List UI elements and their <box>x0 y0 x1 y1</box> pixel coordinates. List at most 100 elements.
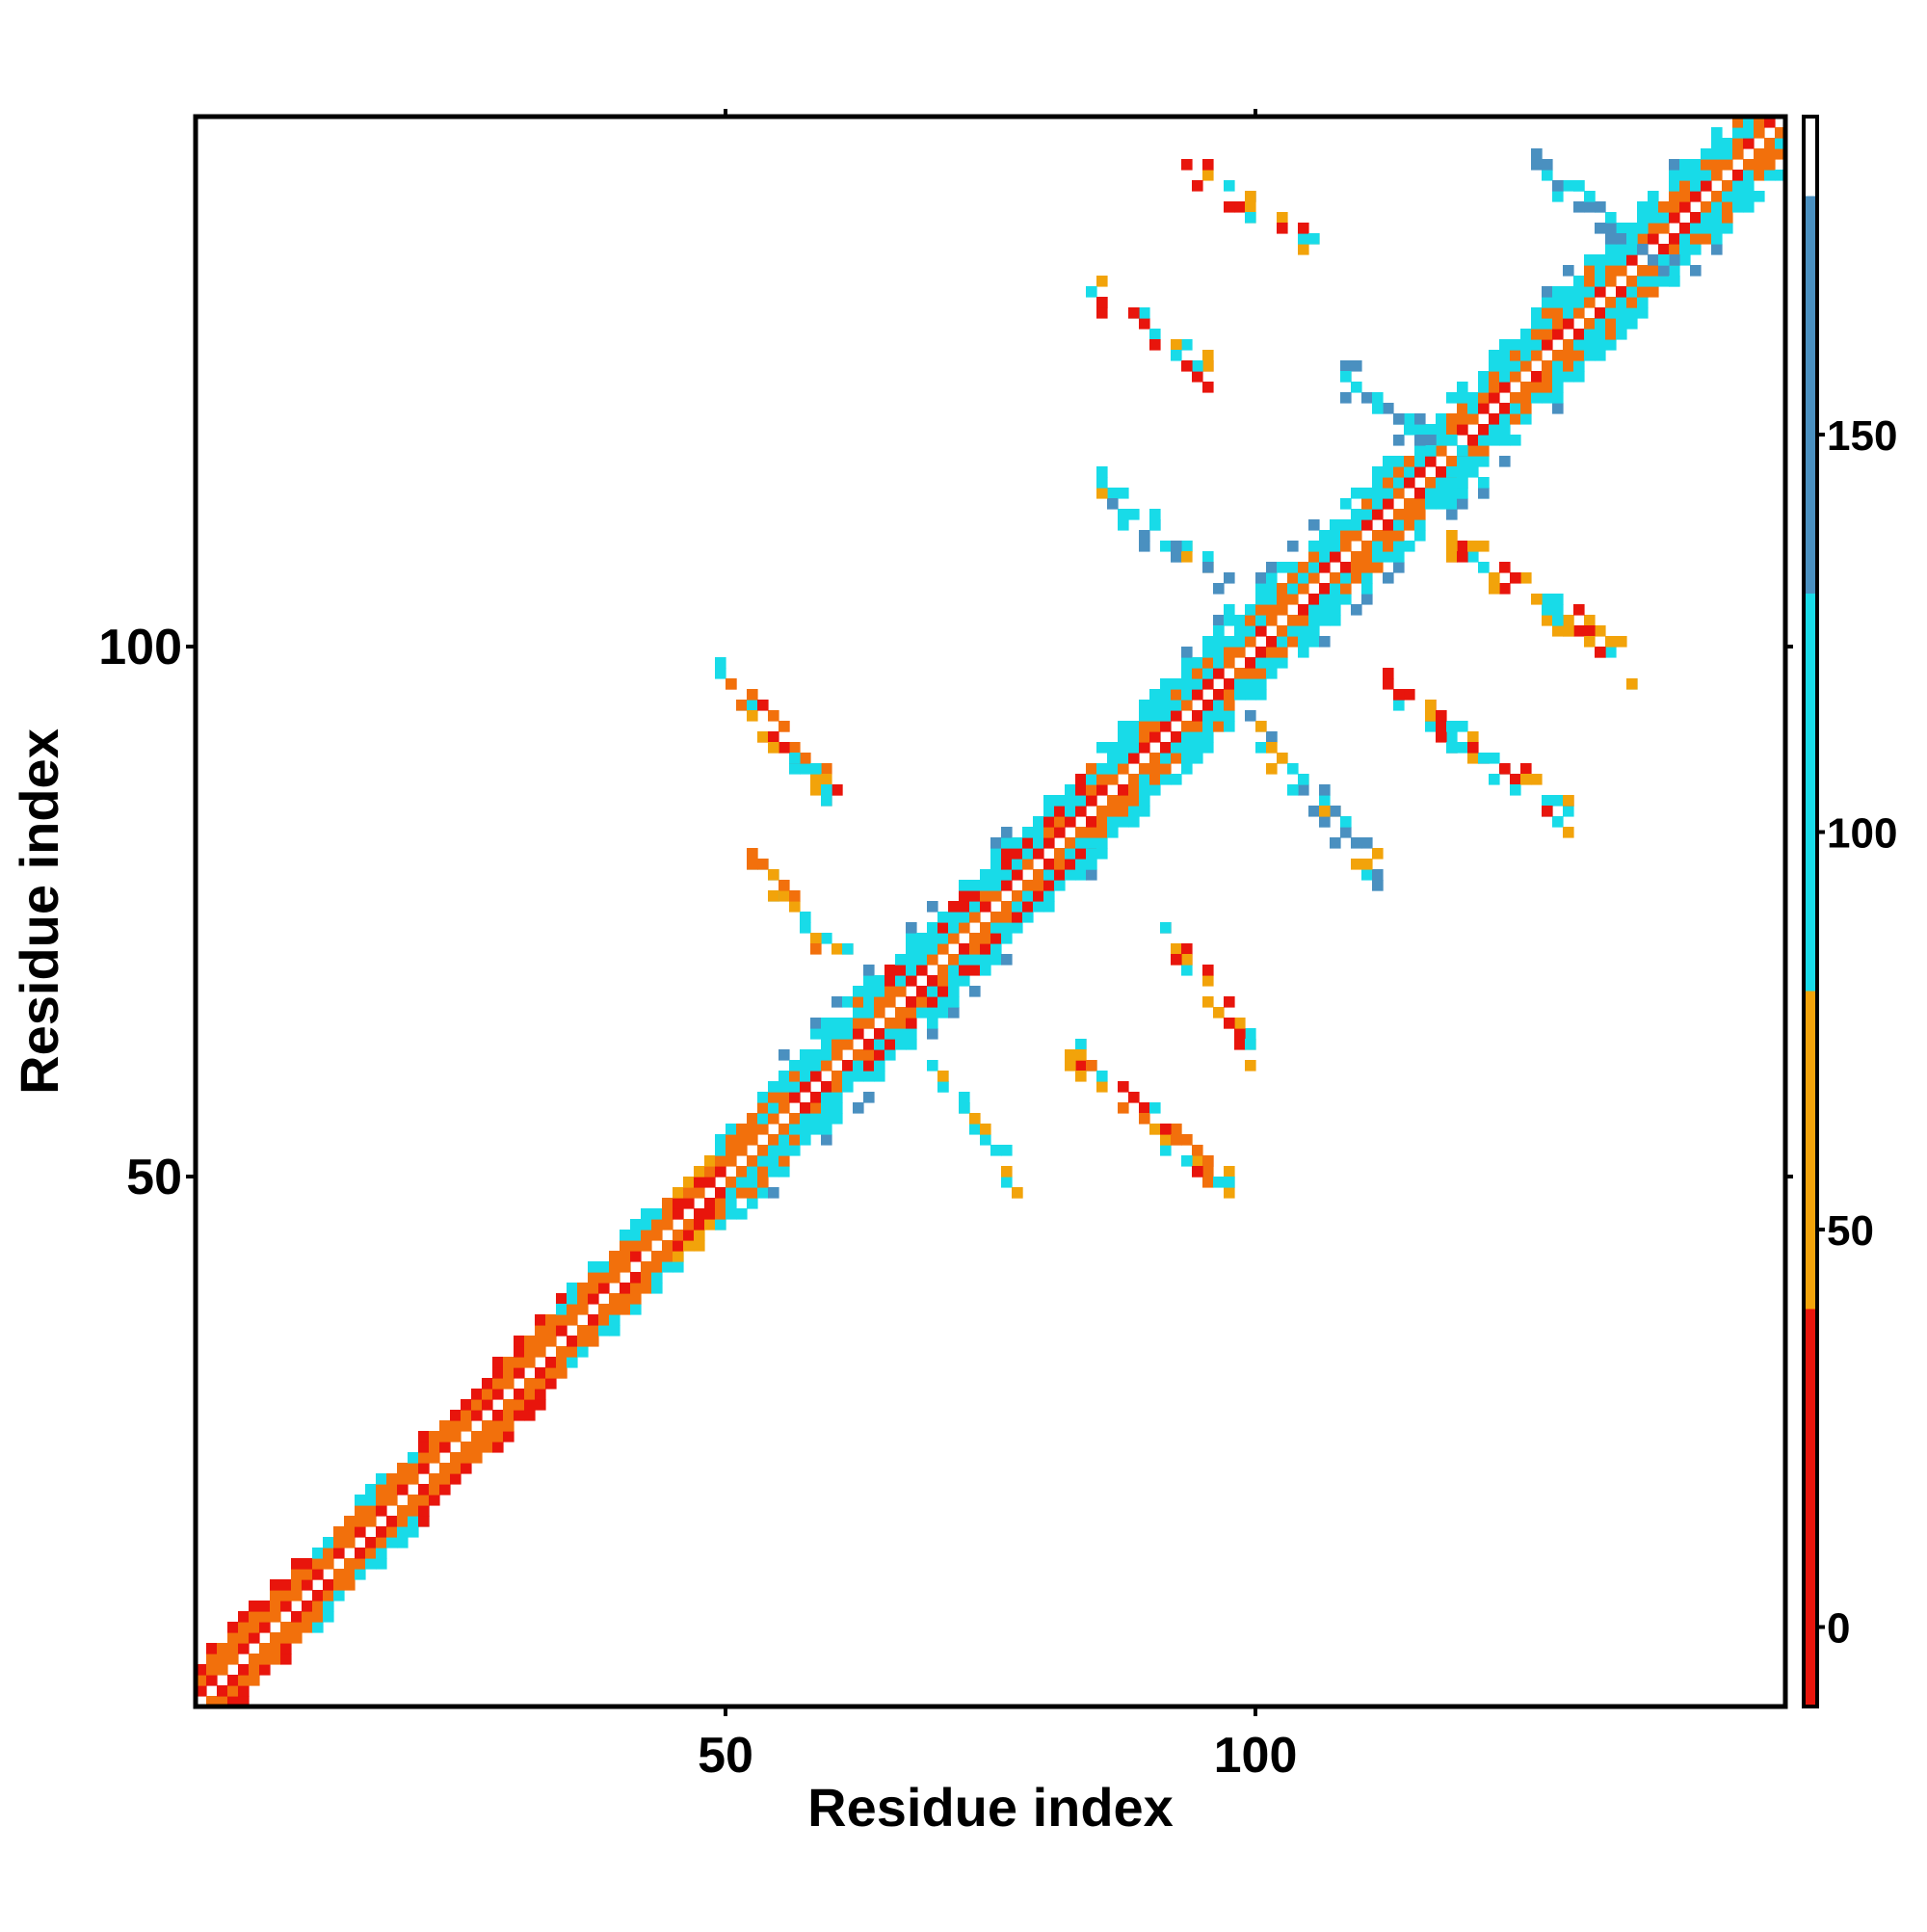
heatmap-cell <box>1012 837 1023 849</box>
heatmap-cell <box>1086 827 1097 838</box>
heatmap-cell <box>1149 329 1161 340</box>
heatmap-cell <box>1054 816 1066 828</box>
heatmap-cell <box>1648 201 1659 213</box>
heatmap-cell <box>768 1187 779 1199</box>
heatmap-cell <box>1277 636 1288 648</box>
heatmap-cell <box>1213 583 1225 595</box>
heatmap-cell <box>291 1632 303 1644</box>
heatmap-cell <box>620 1251 631 1262</box>
heatmap-cell <box>1277 212 1288 224</box>
heatmap-cell <box>1319 583 1331 595</box>
heatmap-cell <box>1224 657 1235 669</box>
heatmap-cell <box>1605 339 1617 351</box>
heatmap-cell <box>1213 689 1225 701</box>
heatmap-cell <box>1277 647 1288 658</box>
heatmap-cell <box>715 1166 726 1178</box>
heatmap-cell <box>1383 403 1394 414</box>
heatmap-cell <box>990 880 1002 891</box>
heatmap-cell <box>1319 551 1331 563</box>
heatmap-cell <box>768 731 779 743</box>
heatmap-cell <box>1107 488 1119 499</box>
heatmap-cell <box>1414 509 1426 520</box>
heatmap-cell <box>1467 456 1479 467</box>
heatmap-cell <box>1584 191 1596 202</box>
heatmap-cell <box>1372 392 1384 404</box>
heatmap-cell <box>1277 223 1288 234</box>
heatmap-cell <box>757 1102 769 1114</box>
heatmap-cell <box>673 1230 684 1241</box>
heatmap-cell <box>1616 265 1627 277</box>
heatmap-cell <box>990 837 1002 849</box>
heatmap-cell <box>1414 498 1426 510</box>
heatmap-cell <box>1096 307 1108 319</box>
heatmap-cell <box>450 1420 462 1432</box>
heatmap-cell <box>884 1049 896 1061</box>
heatmap-cell <box>1711 244 1723 255</box>
heatmap-cell <box>450 1463 462 1474</box>
heatmap-cell <box>1499 339 1511 351</box>
heatmap-cell <box>1542 594 1553 605</box>
heatmap-cell <box>524 1378 536 1389</box>
heatmap-cell <box>789 1081 801 1093</box>
heatmap-cell <box>429 1452 440 1464</box>
heatmap-cell <box>810 784 822 796</box>
heatmap-cell <box>1340 816 1352 828</box>
heatmap-cell <box>1658 276 1670 287</box>
heatmap-cell <box>1542 318 1553 330</box>
heatmap-cell <box>1372 498 1384 510</box>
heatmap-cell <box>567 1293 578 1305</box>
heatmap-cell <box>821 1060 832 1072</box>
heatmap-cell <box>1626 233 1638 245</box>
heatmap-cell <box>1128 816 1140 828</box>
heatmap-cell <box>1139 806 1150 817</box>
heatmap-cell <box>302 1622 313 1633</box>
heatmap-cell <box>1287 625 1299 637</box>
heatmap-cell <box>1033 890 1044 902</box>
heatmap-cell <box>1181 668 1193 679</box>
heatmap-cell <box>386 1516 398 1527</box>
heatmap-cell <box>853 986 864 997</box>
heatmap-cell <box>1764 138 1776 149</box>
heatmap-cell <box>1075 1060 1087 1072</box>
heatmap-cell <box>1404 466 1415 478</box>
heatmap-cell <box>1372 466 1384 478</box>
heatmap-cell <box>980 1134 991 1146</box>
heatmap-cell <box>673 1198 684 1209</box>
heatmap-cell <box>1542 329 1553 340</box>
heatmap-cell <box>386 1526 398 1538</box>
heatmap-cell <box>1425 424 1437 436</box>
heatmap-cell <box>1679 223 1691 234</box>
heatmap-cell <box>1054 795 1066 807</box>
heatmap-cell <box>800 1124 811 1135</box>
heatmap-cell <box>249 1675 260 1686</box>
heatmap-cell <box>206 1696 218 1707</box>
heatmap-cell <box>1552 191 1564 202</box>
heatmap-cell <box>227 1632 239 1644</box>
heatmap-cell <box>217 1643 228 1654</box>
heatmap-cell <box>884 965 896 976</box>
heatmap-cell <box>1277 753 1288 764</box>
colorbar-band <box>1804 991 1817 1310</box>
heatmap-cell <box>1107 795 1119 807</box>
heatmap-cell <box>1171 678 1182 690</box>
heatmap-cell <box>1139 541 1150 552</box>
heatmap-cell <box>270 1643 281 1654</box>
heatmap-cell <box>927 1007 938 1019</box>
heatmap-cell <box>969 1113 981 1125</box>
heatmap-cell <box>1775 127 1786 139</box>
heatmap-cell <box>408 1495 419 1506</box>
heatmap-cell <box>1425 710 1437 722</box>
heatmap-cell <box>429 1473 440 1485</box>
heatmap-cell <box>948 986 960 997</box>
heatmap-cell <box>259 1611 271 1623</box>
heatmap-cell <box>1573 625 1585 637</box>
heatmap-cell <box>1732 191 1744 202</box>
heatmap-cell <box>1287 636 1299 648</box>
heatmap-cell <box>800 1081 811 1093</box>
heatmap-cell <box>1393 562 1405 573</box>
heatmap-cell <box>1075 859 1087 870</box>
heatmap-cell <box>1277 604 1288 616</box>
heatmap-cell <box>1531 392 1543 404</box>
heatmap-cell <box>1224 996 1235 1008</box>
heatmap-cell <box>1107 774 1119 785</box>
